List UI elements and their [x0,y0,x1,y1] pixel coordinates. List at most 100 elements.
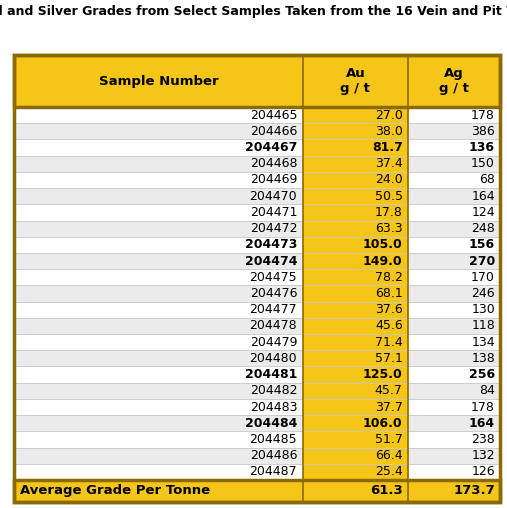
Text: 136: 136 [469,141,495,154]
Bar [408,448,500,464]
Text: 204481: 204481 [245,368,297,381]
Text: 173.7: 173.7 [453,485,495,497]
Bar [14,480,500,502]
Text: 45.7: 45.7 [375,385,403,397]
Bar [303,383,408,399]
Bar [303,220,408,237]
Bar [14,334,303,350]
Text: 204469: 204469 [250,173,297,186]
Bar [303,302,408,318]
Bar [14,415,303,431]
Bar [14,139,303,155]
Text: 50.5: 50.5 [375,189,403,203]
Bar [303,399,408,415]
Bar [408,123,500,139]
Bar [14,383,303,399]
Bar [408,431,500,448]
Bar [14,318,303,334]
Text: 204471: 204471 [249,206,297,219]
Text: 66.4: 66.4 [375,449,403,462]
Bar [303,366,408,383]
Text: 124: 124 [472,206,495,219]
Text: 204473: 204473 [245,238,297,251]
Text: Ag
g / t: Ag g / t [439,67,469,95]
Text: 164: 164 [472,189,495,203]
Text: 51.7: 51.7 [375,433,403,446]
Bar [408,302,500,318]
Bar [14,107,303,123]
Text: 105.0: 105.0 [363,238,403,251]
Bar [303,464,408,480]
Bar [14,480,500,502]
Text: 248: 248 [471,222,495,235]
Bar [408,204,500,220]
Text: 270: 270 [469,255,495,268]
Text: 204482: 204482 [249,385,297,397]
Text: 27.0: 27.0 [375,109,403,121]
Text: 106.0: 106.0 [363,417,403,430]
Text: 130: 130 [471,303,495,316]
Bar [303,431,408,448]
Text: 38.0: 38.0 [375,125,403,138]
Text: 134: 134 [472,336,495,348]
Bar [303,318,408,334]
Bar [408,383,500,399]
Bar [14,55,500,107]
Bar [14,188,303,204]
Bar [408,415,500,431]
Text: 81.7: 81.7 [372,141,403,154]
Bar [14,172,303,188]
Text: 78.2: 78.2 [375,271,403,284]
Text: 45.6: 45.6 [375,320,403,332]
Text: 204486: 204486 [249,449,297,462]
Text: 204483: 204483 [249,400,297,414]
Bar [14,253,303,269]
Text: 386: 386 [471,125,495,138]
Text: 37.4: 37.4 [375,157,403,170]
Text: 204472: 204472 [249,222,297,235]
Text: 204465: 204465 [249,109,297,121]
Text: 24.0: 24.0 [375,173,403,186]
Bar [408,188,500,204]
Text: 178: 178 [471,109,495,121]
Bar [408,237,500,253]
Text: 68.1: 68.1 [375,287,403,300]
Bar [303,123,408,139]
Text: 204477: 204477 [249,303,297,316]
Bar [14,366,303,383]
Bar [408,107,500,123]
Text: Sample Number: Sample Number [99,75,219,87]
Text: 37.6: 37.6 [375,303,403,316]
Bar [408,318,500,334]
Text: 138: 138 [471,352,495,365]
Bar [303,448,408,464]
Bar [303,172,408,188]
Text: 204487: 204487 [249,465,297,479]
Bar [303,107,408,123]
Text: 125.0: 125.0 [363,368,403,381]
Text: 246: 246 [472,287,495,300]
Text: 149.0: 149.0 [363,255,403,268]
Text: Gold and Silver Grades from Select Samples Taken from the 16 Vein and Pit Vein: Gold and Silver Grades from Select Sampl… [0,5,507,18]
Bar [14,55,500,107]
Bar [303,188,408,204]
Text: 164: 164 [469,417,495,430]
Text: 204466: 204466 [250,125,297,138]
Text: Au
g / t: Au g / t [341,67,370,95]
Text: 256: 256 [469,368,495,381]
Bar [408,464,500,480]
Bar [303,350,408,366]
Text: Average Grade Per Tonne: Average Grade Per Tonne [20,485,210,497]
Bar [14,448,303,464]
Text: 204474: 204474 [245,255,297,268]
Text: 204478: 204478 [249,320,297,332]
Bar [408,350,500,366]
Bar [14,55,500,502]
Text: 132: 132 [472,449,495,462]
Bar [14,237,303,253]
Bar [303,253,408,269]
Bar [303,139,408,155]
Bar [408,253,500,269]
Bar [303,237,408,253]
Bar [303,415,408,431]
